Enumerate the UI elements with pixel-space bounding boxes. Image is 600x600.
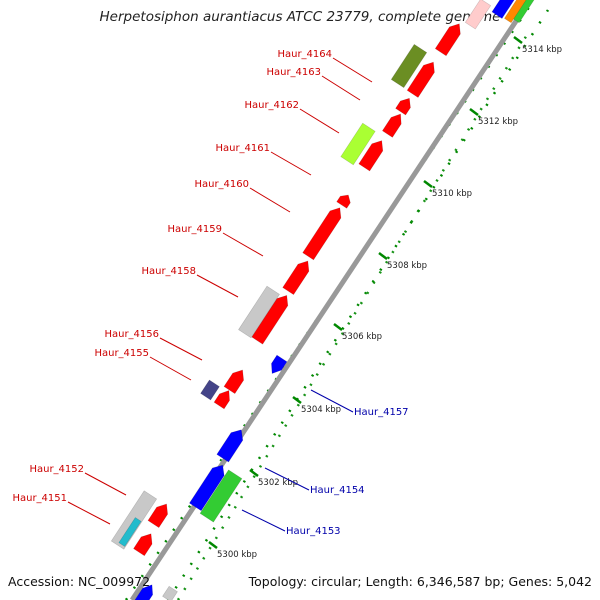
gene-label-left[interactable]: Haur_4161 <box>215 143 270 154</box>
forward-cds-0[interactable] <box>133 533 153 557</box>
forward-cds-12[interactable] <box>434 23 461 57</box>
gene-label-left[interactable]: Haur_4160 <box>194 179 249 190</box>
scale-tick <box>292 396 302 404</box>
forward-cds-10[interactable] <box>395 97 411 116</box>
reverse-cds-0[interactable] <box>216 429 244 463</box>
scale-tick-label: 5304 kbp <box>301 405 341 415</box>
cyan-gene[interactable] <box>118 517 142 547</box>
forward-cds-11[interactable] <box>406 61 435 98</box>
scale-tick <box>513 36 523 44</box>
reverse-cds-2[interactable] <box>271 354 288 374</box>
label-leader-line <box>67 501 111 525</box>
forward-cds-5[interactable] <box>282 260 310 296</box>
gene-label-left[interactable]: Haur_4159 <box>167 224 222 235</box>
scale-tick <box>208 541 218 549</box>
gene-label-left[interactable]: Haur_4156 <box>104 329 159 340</box>
scale-tick-label: 5310 kbp <box>432 189 472 199</box>
reverse-cds-4[interactable] <box>491 0 515 19</box>
lime-gene[interactable] <box>340 122 376 166</box>
forward-cds-7[interactable] <box>336 194 351 209</box>
scale-tick <box>469 108 479 116</box>
guide-line-inner <box>166 9 550 600</box>
forward-cds-9[interactable] <box>381 113 402 138</box>
forward-cds-1[interactable] <box>147 503 168 529</box>
forward-cds-3[interactable] <box>223 369 244 395</box>
grey-stub[interactable] <box>162 585 178 600</box>
grey-gene-upper[interactable] <box>238 285 280 339</box>
label-leader-line <box>332 57 373 83</box>
scale-tick-label: 5300 kbp <box>217 550 257 560</box>
forward-cds-8[interactable] <box>358 140 384 172</box>
label-leader-line <box>299 108 340 134</box>
gene-label-left[interactable]: Haur_4163 <box>266 67 321 78</box>
scale-ticks: 5300 kbp 5302 kbp 5304 kbp 5306 kbp 5308 kbp… <box>208 36 562 560</box>
genome-backbone <box>129 0 533 600</box>
scale-tick-label: 5306 kbp <box>342 332 382 342</box>
navy-gene[interactable] <box>200 379 220 401</box>
gene-label-left[interactable]: Haur_4158 <box>141 266 196 277</box>
label-leader-line <box>310 389 354 413</box>
genome-summary: Topology: circular; Length: 6,346,587 bp… <box>248 574 592 589</box>
scale-tick <box>249 469 259 477</box>
reverse-cds-3[interactable] <box>134 584 153 600</box>
reverse-cds-1[interactable] <box>189 464 225 512</box>
scale-tick-label: 5312 kbp <box>478 117 518 127</box>
map-title: Herpetosiphon aurantiacus ATCC 23779, co… <box>99 9 501 25</box>
left-gene-labels: Haur_4164 Haur_4163 Haur_4162 Haur_4161 Haur… <box>12 49 373 525</box>
gene-features <box>110 0 535 600</box>
scale-tick-label: 5308 kbp <box>387 261 427 271</box>
green-gene[interactable] <box>199 469 243 523</box>
label-leader-line <box>222 232 264 257</box>
orange-gene[interactable] <box>504 0 527 24</box>
gene-label-left[interactable]: Haur_4152 <box>29 464 84 475</box>
gene-label-left[interactable]: Haur_4155 <box>94 348 149 359</box>
gene-label-right[interactable]: Haur_4157 <box>354 407 409 418</box>
label-leader-line <box>241 509 286 532</box>
gene-label-right[interactable]: Haur_4153 <box>286 526 341 537</box>
label-leader-line <box>159 337 203 361</box>
gene-label-left[interactable]: Haur_4164 <box>277 49 332 60</box>
pink-gene[interactable] <box>464 0 492 30</box>
gene-label-left[interactable]: Haur_4151 <box>12 493 67 504</box>
gene-label-left[interactable]: Haur_4162 <box>244 100 299 111</box>
label-leader-line <box>321 75 361 101</box>
scale-tick <box>423 180 433 188</box>
forward-cds-4[interactable] <box>251 295 289 345</box>
scale-tick-label: 5314 kbp <box>522 45 562 55</box>
forward-cds-6[interactable] <box>302 207 342 261</box>
label-leader-line <box>196 274 239 298</box>
label-leader-line <box>270 151 312 176</box>
label-leader-line <box>149 356 192 381</box>
scale-tick <box>378 252 388 260</box>
gene-label-right[interactable]: Haur_4154 <box>310 485 365 496</box>
scale-tick <box>333 323 343 331</box>
label-leader-line <box>84 472 127 496</box>
olive-gene[interactable] <box>390 43 428 89</box>
accession-text: Accession: NC_009972 <box>8 574 151 589</box>
scale-tick-label: 5302 kbp <box>258 478 298 488</box>
right-gene-labels: Haur_4157 Haur_4154 Haur_4153 <box>241 389 409 537</box>
forward-cds-2[interactable] <box>213 390 230 410</box>
label-leader-line <box>249 187 291 213</box>
label-leader-line <box>264 467 310 491</box>
